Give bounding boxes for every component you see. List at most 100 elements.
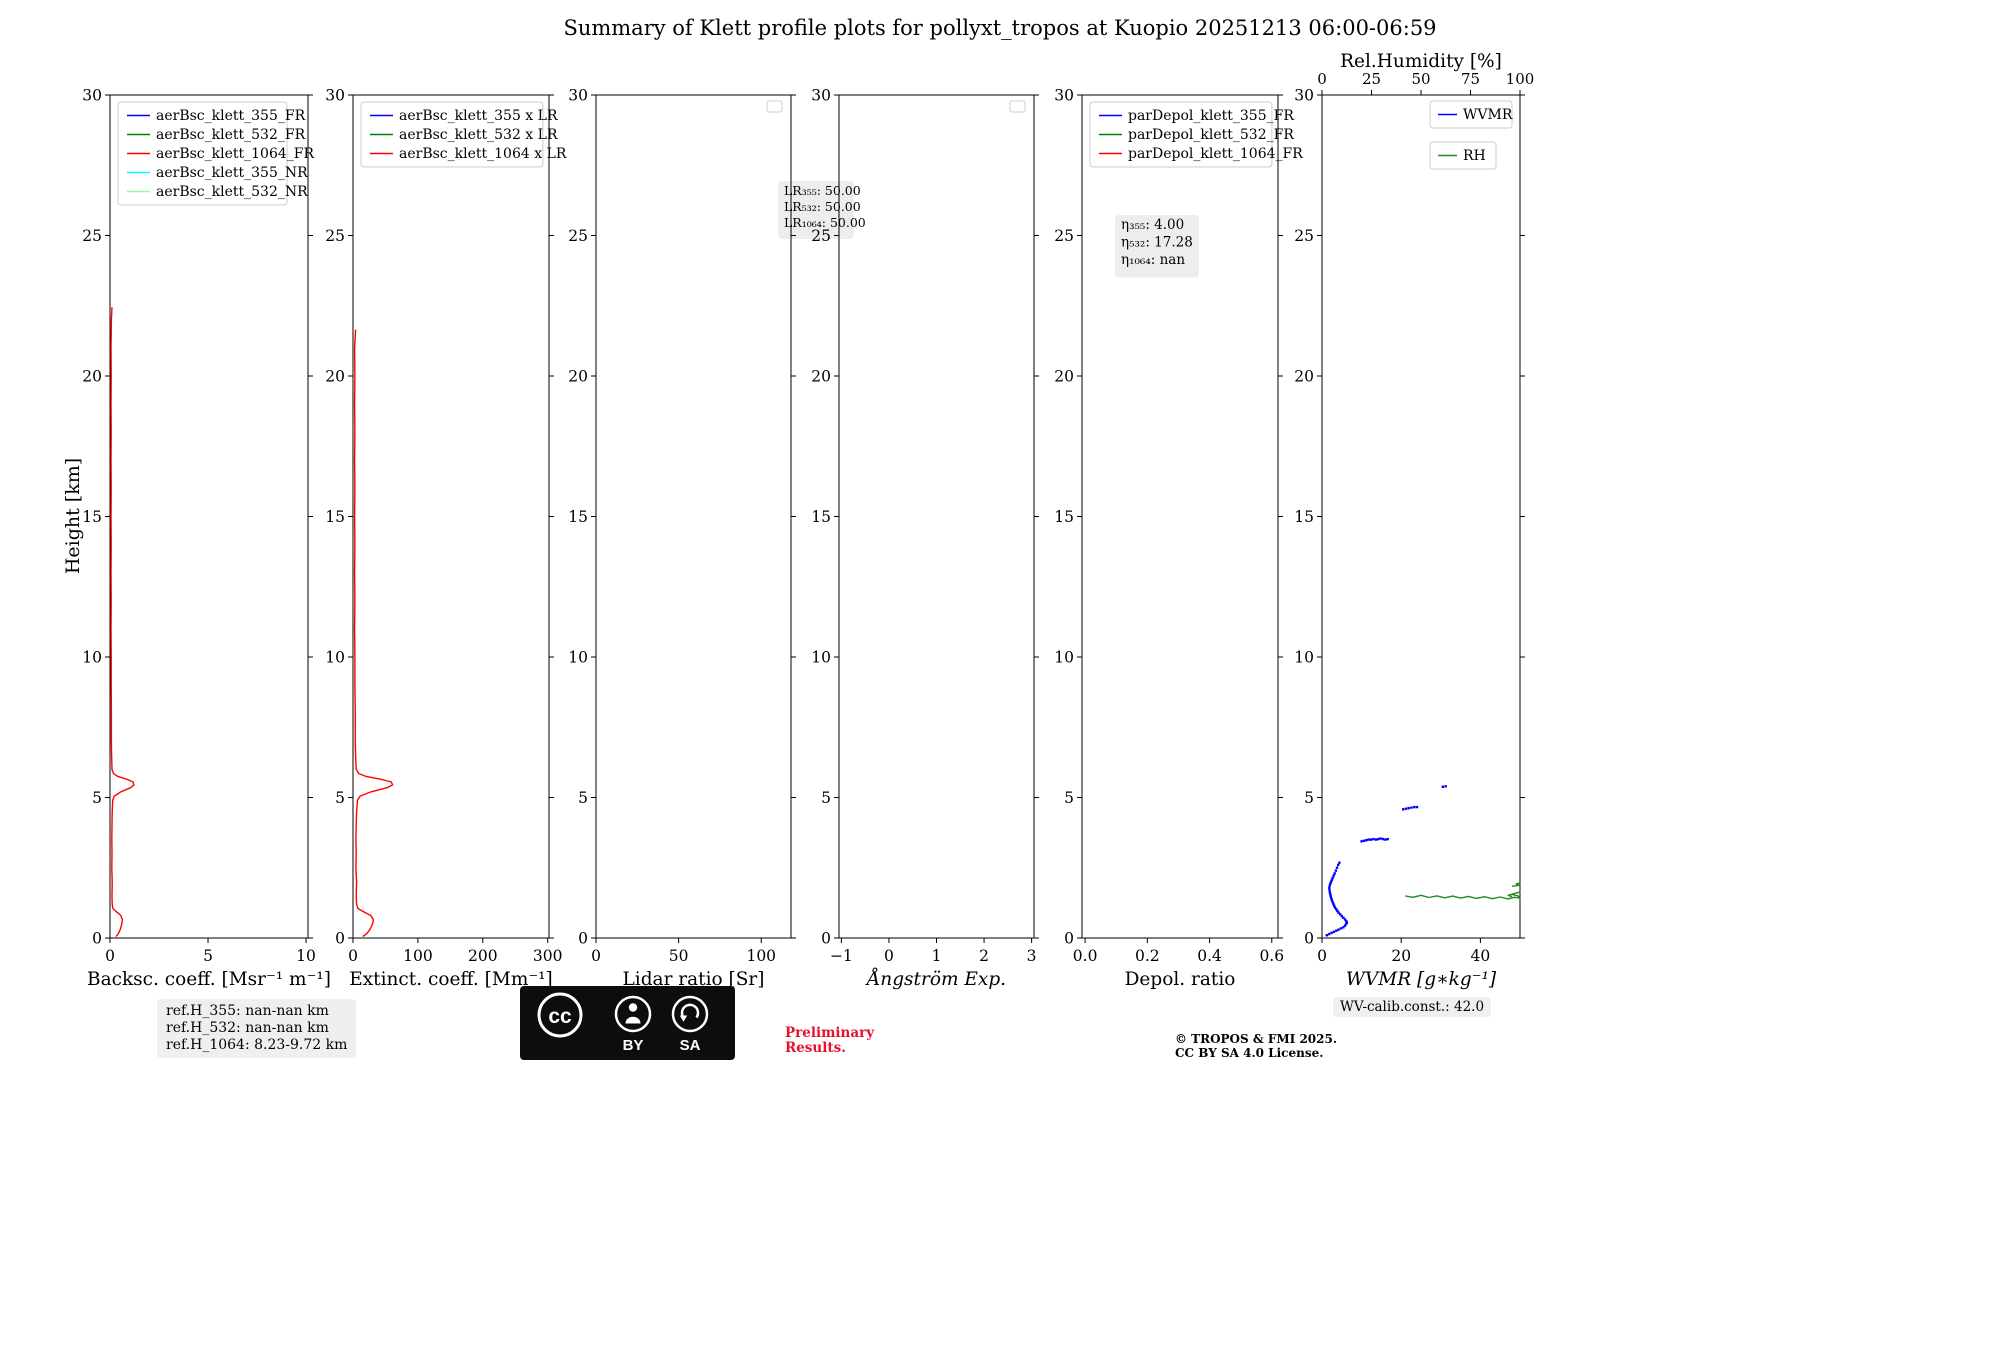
svg-text:0: 0 <box>1317 947 1327 965</box>
svg-text:0: 0 <box>335 930 345 948</box>
svg-text:η₃₅₅: 4.00: η₃₅₅: 4.00 <box>1121 217 1184 233</box>
svg-text:0: 0 <box>105 947 115 965</box>
svg-text:15: 15 <box>82 508 102 526</box>
series-aerBsc_klett_1064_FR <box>110 307 135 938</box>
wv-calibration-annotation: WV-calib.const.: 42.0 <box>1333 997 1492 1017</box>
svg-text:10: 10 <box>296 947 316 965</box>
svg-text:100: 100 <box>1506 70 1535 88</box>
svg-text:10: 10 <box>325 649 345 667</box>
svg-text:0: 0 <box>821 930 831 948</box>
figure-title: Summary of Klett profile plots for polly… <box>563 16 1437 40</box>
svg-text:25: 25 <box>1362 70 1381 88</box>
cc-license-badge: cc BY SA <box>520 986 735 1060</box>
svg-text:aerBsc_klett_532_NR: aerBsc_klett_532_NR <box>156 184 308 200</box>
svg-text:5: 5 <box>1064 789 1074 807</box>
svg-text:0: 0 <box>1317 70 1327 88</box>
svg-text:aerBsc_klett_1064_FR: aerBsc_klett_1064_FR <box>156 146 314 162</box>
cc-icon: cc <box>537 992 583 1038</box>
svg-text:5: 5 <box>1304 789 1314 807</box>
ref-height-1064: ref.H_1064: 8.23-9.72 km <box>166 1037 348 1053</box>
svg-text:0: 0 <box>348 947 358 965</box>
preliminary-line-2: Results. <box>785 1040 846 1056</box>
svg-text:100: 100 <box>746 947 776 965</box>
svg-text:LR₁₀₆₄: 50.00: LR₁₀₆₄: 50.00 <box>784 215 866 230</box>
reference-height-annotation: ref.H_355: nan-nan km ref.H_532: nan-nan… <box>157 999 357 1058</box>
svg-text:0: 0 <box>591 947 601 965</box>
panel-frame <box>109 94 309 939</box>
svg-text:20: 20 <box>1294 368 1314 386</box>
cc-sa-label: SA <box>680 1037 701 1054</box>
svg-text:aerBsc_klett_532 x LR: aerBsc_klett_532 x LR <box>399 127 558 143</box>
legend-extinction: aerBsc_klett_355 x LR aerBsc_klett_532 x … <box>360 101 567 168</box>
svg-text:0: 0 <box>1064 930 1074 948</box>
legend-wvmr: WVMR RH <box>1429 100 1513 170</box>
svg-text:25: 25 <box>325 227 345 245</box>
svg-text:aerBsc_klett_532_FR: aerBsc_klett_532_FR <box>156 127 306 143</box>
svg-text:0.6: 0.6 <box>1259 947 1284 965</box>
svg-text:30: 30 <box>811 87 831 105</box>
svg-text:0: 0 <box>884 947 894 965</box>
svg-text:η₁₀₆₄: nan: η₁₀₆₄: nan <box>1121 252 1185 268</box>
copyright-note: © TROPOS & FMI 2025. CC BY SA 4.0 Licens… <box>1175 1032 1337 1060</box>
svg-text:20: 20 <box>82 368 102 386</box>
panel-frame <box>838 94 1035 939</box>
xlabel-backscatter: Backsc. coeff. [Msr⁻¹ m⁻¹] <box>87 969 331 990</box>
svg-text:LR₅₃₂: 50.00: LR₅₃₂: 50.00 <box>784 199 861 214</box>
cc-by-label: BY <box>623 1037 644 1054</box>
svg-text:0.2: 0.2 <box>1135 947 1160 965</box>
svg-text:10: 10 <box>568 649 588 667</box>
svg-text:0.0: 0.0 <box>1073 947 1098 965</box>
svg-text:50: 50 <box>669 947 689 965</box>
svg-text:LR₃₅₅: 50.00: LR₃₅₅: 50.00 <box>784 183 861 198</box>
svg-text:25: 25 <box>568 227 588 245</box>
svg-text:30: 30 <box>1054 87 1074 105</box>
svg-text:75: 75 <box>1461 70 1480 88</box>
svg-text:aerBsc_klett_355_NR: aerBsc_klett_355_NR <box>156 165 308 181</box>
legend-backscatter: aerBsc_klett_355_FR aerBsc_klett_532_FRae… <box>117 101 314 206</box>
cc-attribution-person-icon <box>614 995 652 1033</box>
axes-lidar-ratio: 0 5 10 15 20 25 30 0 50 100 Lidar ratio [Sr] <box>568 87 796 990</box>
preliminary-line-1: Preliminary <box>785 1025 875 1041</box>
svg-text:25: 25 <box>811 227 831 245</box>
svg-text:aerBsc_klett_355_FR: aerBsc_klett_355_FR <box>156 108 306 124</box>
svg-text:15: 15 <box>1054 508 1074 526</box>
svg-text:15: 15 <box>325 508 345 526</box>
svg-text:30: 30 <box>82 87 102 105</box>
svg-text:0: 0 <box>578 930 588 948</box>
xlabel-depol: Depol. ratio <box>1125 969 1236 990</box>
svg-text:−1: −1 <box>830 947 853 965</box>
series-RH <box>1405 891 1521 900</box>
svg-text:30: 30 <box>568 87 588 105</box>
svg-text:10: 10 <box>1294 649 1314 667</box>
svg-text:15: 15 <box>1294 508 1314 526</box>
series-WVMR <box>1325 785 1447 937</box>
xlabel-wvmr: WVMR [g∗kg⁻¹] <box>1346 969 1497 990</box>
svg-text:aerBsc_klett_1064 x LR: aerBsc_klett_1064 x LR <box>399 146 567 162</box>
svg-text:30: 30 <box>1294 87 1314 105</box>
svg-text:20: 20 <box>1054 368 1074 386</box>
axes-depol: 0 5 10 15 20 25 30 0.0 0.2 0.4 0.6 Depol. ratio <box>1054 87 1284 991</box>
cc-logo-text: cc <box>548 1005 572 1028</box>
panel-frame <box>352 94 550 939</box>
svg-text:5: 5 <box>335 789 345 807</box>
svg-text:3: 3 <box>1027 947 1037 965</box>
svg-text:5: 5 <box>821 789 831 807</box>
svg-text:WVMR: WVMR <box>1463 107 1513 123</box>
svg-text:25: 25 <box>1294 227 1314 245</box>
svg-text:20: 20 <box>568 368 588 386</box>
panel-frame <box>595 94 792 939</box>
copyright-line-2: CC BY SA 4.0 License. <box>1175 1046 1324 1060</box>
svg-text:30: 30 <box>325 87 345 105</box>
xlabel-extinction: Extinct. coeff. [Mm⁻¹] <box>349 969 553 990</box>
svg-text:25: 25 <box>82 227 102 245</box>
svg-text:20: 20 <box>325 368 345 386</box>
xlabel-angstrom: Ångström Exp. <box>865 968 1006 990</box>
svg-text:parDepol_klett_355_FR: parDepol_klett_355_FR <box>1128 108 1294 124</box>
series-aerBsc_klett_1064_xLR <box>353 329 394 938</box>
